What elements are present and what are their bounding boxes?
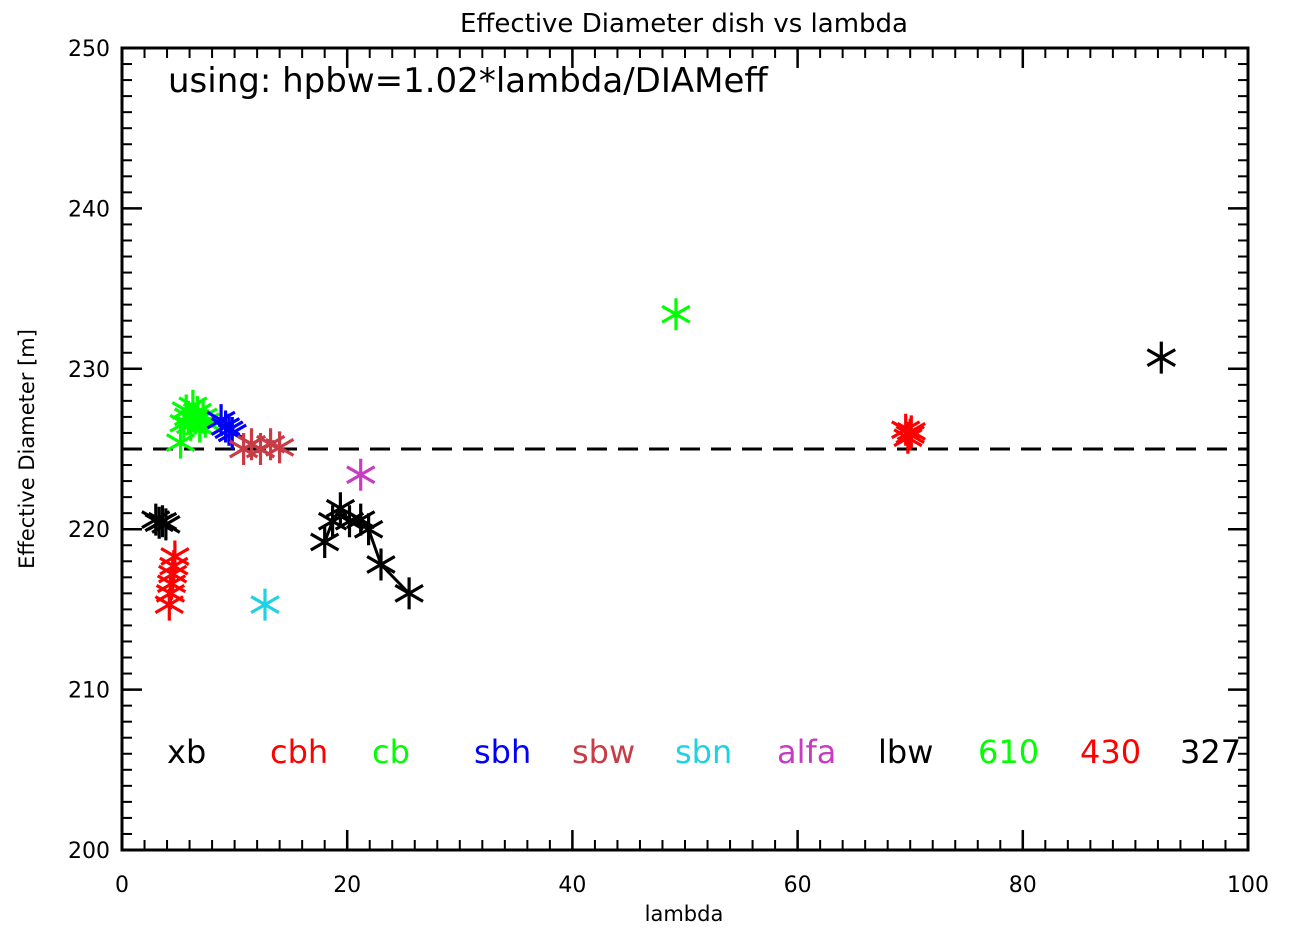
data-point xyxy=(353,513,384,546)
x-tick-label: 100 xyxy=(1227,873,1269,898)
series-xb xyxy=(141,503,181,541)
series-610 xyxy=(661,298,691,331)
x-tick-label: 0 xyxy=(115,873,129,898)
series-sbw xyxy=(228,428,295,465)
data-point xyxy=(896,415,927,448)
plot-frame xyxy=(120,46,1250,852)
series-430 xyxy=(891,413,927,454)
data-series xyxy=(141,298,1176,621)
legend-entry-610: 610 xyxy=(978,733,1039,771)
legend: xb cbh cb sbh sbw sbn alfa lbw 610 430 327 xyxy=(167,733,1241,771)
data-point xyxy=(346,458,376,491)
data-point xyxy=(893,421,923,454)
legend-entry-xb: xb xyxy=(167,733,206,771)
legend-entry-cb: cb xyxy=(372,733,410,771)
y-tick-label: 200 xyxy=(68,839,110,864)
legend-entry-sbw: sbw xyxy=(572,733,635,771)
series-sbh xyxy=(206,404,248,449)
data-point xyxy=(160,540,190,573)
y-tick-label: 240 xyxy=(68,197,110,222)
legend-entry-430: 430 xyxy=(1080,733,1141,771)
y-tick-label: 210 xyxy=(68,679,110,704)
data-point xyxy=(250,588,280,621)
legend-entry-sbn: sbn xyxy=(675,733,732,771)
y-tick-label: 230 xyxy=(68,358,110,383)
data-point xyxy=(264,431,295,464)
plot-annotation: using: hpbw=1.02*lambda/DIAMeff xyxy=(168,61,769,101)
legend-entry-cbh: cbh xyxy=(270,733,328,771)
x-tick-label: 20 xyxy=(333,873,361,898)
y-axis-title: Effective Diameter [m] xyxy=(15,329,39,569)
data-point xyxy=(661,298,691,331)
series-cb xyxy=(165,389,221,459)
series-alfa xyxy=(346,458,376,491)
axis-ticks: 0 20 40 60 80 100 200 210 220 230 240 250 xyxy=(68,37,1269,898)
series-cbh xyxy=(154,540,190,621)
data-point xyxy=(334,505,365,538)
legend-entry-alfa: alfa xyxy=(777,733,836,771)
series-sbn xyxy=(250,588,280,621)
x-tick-label: 60 xyxy=(784,873,812,898)
y-tick-label: 250 xyxy=(68,37,110,62)
x-tick-label: 80 xyxy=(1009,873,1037,898)
y-tick-label: 220 xyxy=(68,518,110,543)
series-lbw xyxy=(309,492,424,610)
data-point xyxy=(1146,341,1176,374)
chart-title: Effective Diameter dish vs lambda xyxy=(460,9,908,39)
data-point xyxy=(151,508,181,541)
legend-entry-327: 327 xyxy=(1180,733,1241,771)
data-point xyxy=(188,400,218,433)
legend-entry-lbw: lbw xyxy=(878,733,933,771)
x-axis-title: lambda xyxy=(645,902,724,926)
x-tick-label: 40 xyxy=(558,873,586,898)
data-point xyxy=(394,577,424,610)
data-point xyxy=(366,548,396,581)
data-point xyxy=(309,526,340,558)
legend-entry-sbh: sbh xyxy=(474,733,531,771)
series-327 xyxy=(1146,341,1176,374)
